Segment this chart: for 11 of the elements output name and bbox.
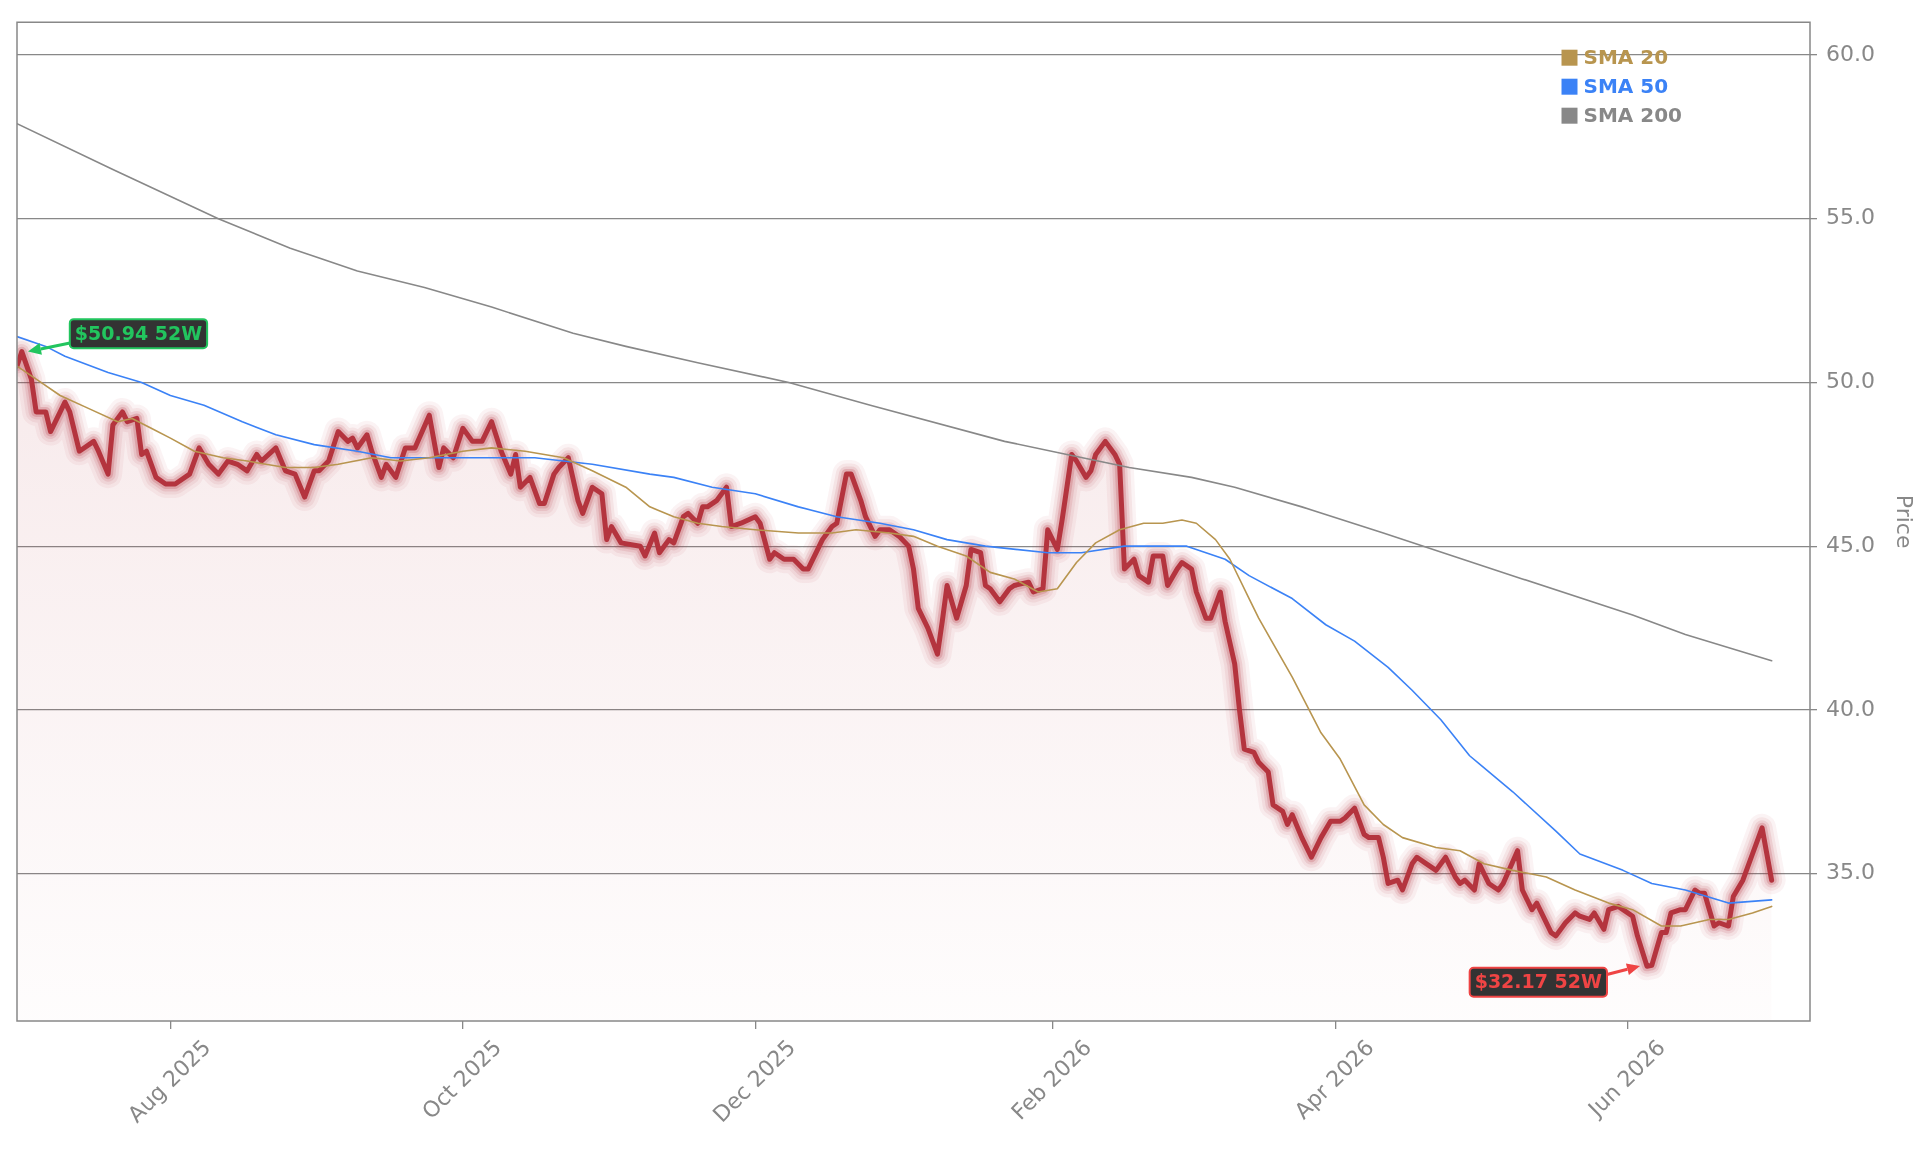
annotation: $50.94 52W	[74, 321, 203, 344]
y-axis-title: Price	[1892, 494, 1918, 549]
y-tick-label: 60.0	[1826, 40, 1875, 66]
y-tick-label: 35.0	[1826, 859, 1875, 885]
y-tick-label: 55.0	[1826, 204, 1875, 230]
y-tick-label: 45.0	[1826, 531, 1875, 557]
annotation: $32.17 52W	[1474, 970, 1603, 993]
y-tick-label: 50.0	[1826, 368, 1875, 394]
legend-label: SMA 50	[1583, 73, 1669, 98]
legend-label: SMA 200	[1583, 102, 1682, 127]
y-tick-label: 40.0	[1826, 695, 1875, 721]
